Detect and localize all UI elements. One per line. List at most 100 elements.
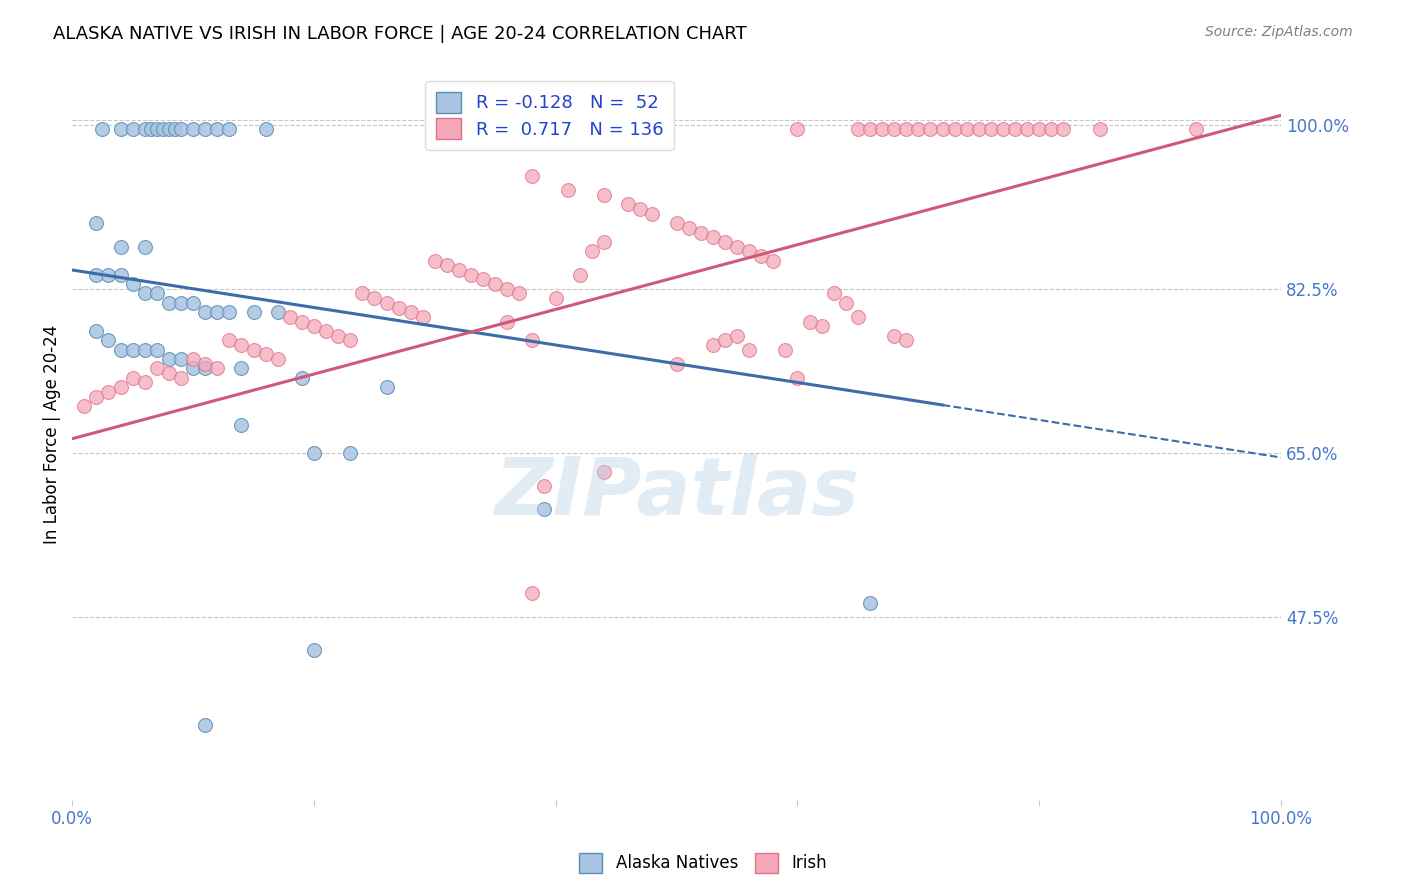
Point <box>544 291 567 305</box>
Point <box>86 324 108 338</box>
Point <box>568 268 591 282</box>
Point <box>1185 122 1208 136</box>
Point <box>967 122 990 136</box>
Point <box>883 122 905 136</box>
Point <box>194 357 217 371</box>
Point <box>97 334 120 348</box>
Point <box>157 295 180 310</box>
Point <box>207 122 229 136</box>
Text: ZIPatlas: ZIPatlas <box>494 453 859 532</box>
Point <box>859 122 882 136</box>
Point <box>641 207 664 221</box>
Point <box>170 295 193 310</box>
Point <box>775 343 797 357</box>
Point <box>810 319 832 334</box>
Point <box>593 188 616 202</box>
Point <box>278 310 301 324</box>
Point <box>447 263 470 277</box>
Point <box>134 122 156 136</box>
Point <box>86 268 108 282</box>
Point <box>943 122 966 136</box>
Point <box>302 446 325 460</box>
Point <box>956 122 979 136</box>
Y-axis label: In Labor Force | Age 20-24: In Labor Force | Age 20-24 <box>44 325 60 543</box>
Point <box>121 343 143 357</box>
Point <box>665 216 688 230</box>
Point <box>762 253 785 268</box>
Point <box>152 122 174 136</box>
Point <box>508 286 530 301</box>
Point <box>823 286 845 301</box>
Point <box>194 305 217 319</box>
Point <box>110 343 132 357</box>
Point <box>134 343 156 357</box>
Point <box>157 122 180 136</box>
Point <box>678 220 700 235</box>
Point <box>163 122 186 136</box>
Point <box>291 371 314 385</box>
Point <box>218 305 240 319</box>
Point <box>157 366 180 380</box>
Point <box>110 122 132 136</box>
Point <box>883 328 905 343</box>
Point <box>496 282 519 296</box>
Point <box>725 328 748 343</box>
Point <box>339 334 361 348</box>
Point <box>146 286 169 301</box>
Point <box>110 239 132 253</box>
Point <box>980 122 1002 136</box>
Point <box>339 446 361 460</box>
Point <box>1040 122 1063 136</box>
Point <box>375 380 398 394</box>
Point <box>786 122 808 136</box>
Point <box>139 122 162 136</box>
Point <box>460 268 482 282</box>
Point <box>714 334 737 348</box>
Point <box>786 371 808 385</box>
Point <box>242 343 264 357</box>
Point <box>520 334 543 348</box>
Point <box>749 249 772 263</box>
Point <box>896 334 918 348</box>
Point <box>110 268 132 282</box>
Point <box>363 291 385 305</box>
Point <box>702 230 724 244</box>
Point <box>134 286 156 301</box>
Point <box>73 399 96 413</box>
Point <box>496 314 519 328</box>
Point <box>896 122 918 136</box>
Legend: Alaska Natives, Irish: Alaska Natives, Irish <box>572 847 834 880</box>
Point <box>859 596 882 610</box>
Point <box>593 465 616 479</box>
Point <box>328 328 350 343</box>
Point <box>181 122 204 136</box>
Point <box>121 277 143 291</box>
Point <box>920 122 942 136</box>
Point <box>291 314 314 328</box>
Point <box>110 380 132 394</box>
Point <box>387 301 409 315</box>
Point <box>799 314 821 328</box>
Point <box>231 338 253 352</box>
Point <box>375 295 398 310</box>
Point <box>931 122 953 136</box>
Point <box>218 122 240 136</box>
Point <box>870 122 893 136</box>
Point <box>835 295 858 310</box>
Point <box>194 717 217 731</box>
Point <box>267 305 290 319</box>
Point <box>170 352 193 367</box>
Point <box>91 122 114 136</box>
Text: Source: ZipAtlas.com: Source: ZipAtlas.com <box>1205 25 1353 39</box>
Point <box>689 226 711 240</box>
Point <box>134 239 156 253</box>
Point <box>207 305 229 319</box>
Point <box>352 286 374 301</box>
Point <box>1004 122 1026 136</box>
Point <box>231 417 253 432</box>
Point <box>399 305 422 319</box>
Text: ALASKA NATIVE VS IRISH IN LABOR FORCE | AGE 20-24 CORRELATION CHART: ALASKA NATIVE VS IRISH IN LABOR FORCE | … <box>53 25 747 43</box>
Point <box>846 122 869 136</box>
Point <box>991 122 1014 136</box>
Point <box>907 122 929 136</box>
